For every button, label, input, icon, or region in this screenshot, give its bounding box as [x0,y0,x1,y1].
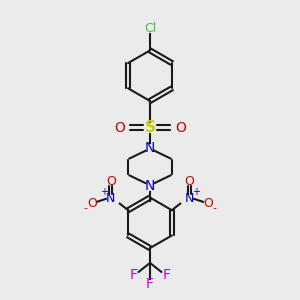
Text: N: N [145,141,155,154]
Text: O: O [175,121,186,135]
Text: N: N [106,192,116,206]
Text: F: F [162,268,170,282]
Text: S: S [145,120,155,135]
Text: O: O [114,121,125,135]
Text: -: - [212,203,216,213]
Text: O: O [106,175,116,188]
Text: Cl: Cl [144,22,156,34]
Text: F: F [146,277,154,291]
Text: -: - [84,203,88,213]
Text: O: O [203,197,213,210]
Text: F: F [130,268,138,282]
Text: +: + [100,188,108,197]
Text: O: O [87,197,97,210]
Text: O: O [184,175,194,188]
Text: N: N [184,192,194,206]
Text: N: N [145,179,155,193]
Text: +: + [192,188,200,197]
